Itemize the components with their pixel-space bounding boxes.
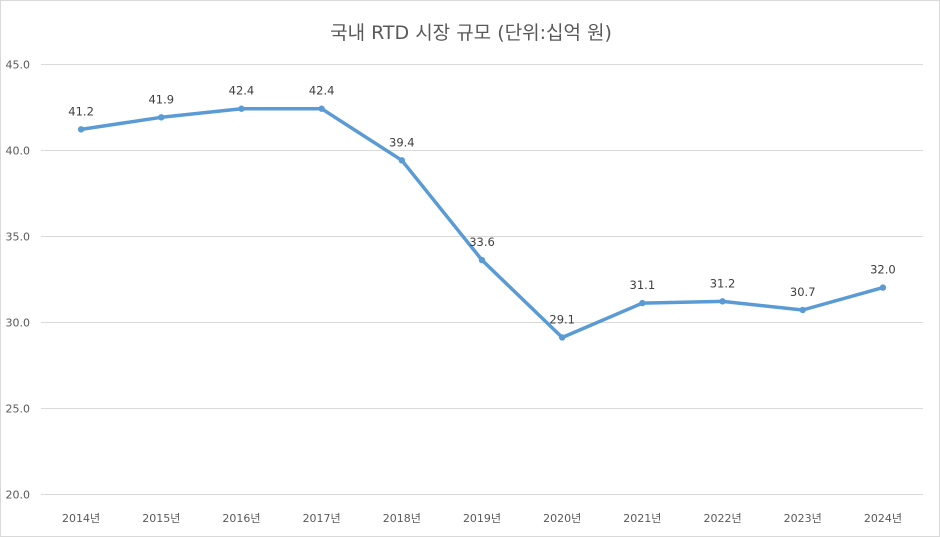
- y-tick-label: 40.0: [6, 145, 31, 158]
- data-point: [558, 334, 566, 341]
- x-tick-label: 2021년: [623, 512, 661, 525]
- data-label: 30.7: [790, 285, 816, 299]
- data-label: 31.2: [710, 276, 736, 290]
- data-point: [158, 114, 165, 121]
- x-tick-label: 2016년: [222, 512, 260, 525]
- data-label: 33.6: [469, 235, 495, 249]
- data-point: [318, 105, 325, 112]
- data-point: [879, 284, 887, 291]
- x-tick-label: 2018년: [383, 512, 421, 525]
- y-tick-label: 35.0: [6, 231, 31, 244]
- x-tick-label: 2019년: [463, 512, 501, 525]
- data-label: 41.9: [148, 92, 174, 106]
- y-tick-label: 45.0: [6, 59, 31, 72]
- series-line: [79, 106, 885, 340]
- x-axis-ticks: 2014년 2015년 2016년 2017년 2018년 2019년 2020년 2021년…: [62, 512, 902, 525]
- data-point: [639, 299, 646, 307]
- data-label: 32.0: [870, 263, 896, 277]
- gridlines: [41, 64, 923, 495]
- data-point: [478, 256, 486, 264]
- x-tick-label: 2022년: [703, 512, 741, 525]
- y-tick-label: 20.0: [6, 489, 31, 502]
- data-point: [77, 126, 85, 133]
- x-tick-label: 2020년: [543, 512, 581, 525]
- y-axis-ticks: 20.0 25.0 30.0 35.0 40.0 45.0: [6, 59, 31, 502]
- data-label: 42.4: [309, 84, 335, 98]
- data-point: [398, 157, 406, 164]
- chart-title: 국내 RTD 시장 규모 (단위:십억 원): [330, 22, 612, 44]
- data-label: 39.4: [389, 135, 415, 149]
- x-tick-label: 2014년: [62, 512, 100, 525]
- data-label: 29.1: [549, 312, 575, 326]
- data-label: 41.2: [68, 104, 94, 118]
- data-point: [238, 105, 245, 112]
- data-point: [799, 306, 806, 314]
- y-tick-label: 30.0: [6, 317, 31, 330]
- x-tick-label: 2023년: [784, 512, 822, 525]
- series-layer: [77, 105, 887, 341]
- data-label: 42.4: [229, 84, 255, 98]
- data-label: 31.1: [630, 278, 656, 292]
- x-tick-label: 2024년: [864, 512, 902, 525]
- x-tick-label: 2015년: [142, 512, 180, 525]
- data-labels: 41.2 41.9 42.4 42.4 39.4 33.6 29.1 31.1 31.2 30.7…: [68, 84, 895, 327]
- data-point: [719, 298, 726, 305]
- x-tick-label: 2017년: [303, 512, 341, 525]
- y-tick-label: 25.0: [6, 403, 31, 416]
